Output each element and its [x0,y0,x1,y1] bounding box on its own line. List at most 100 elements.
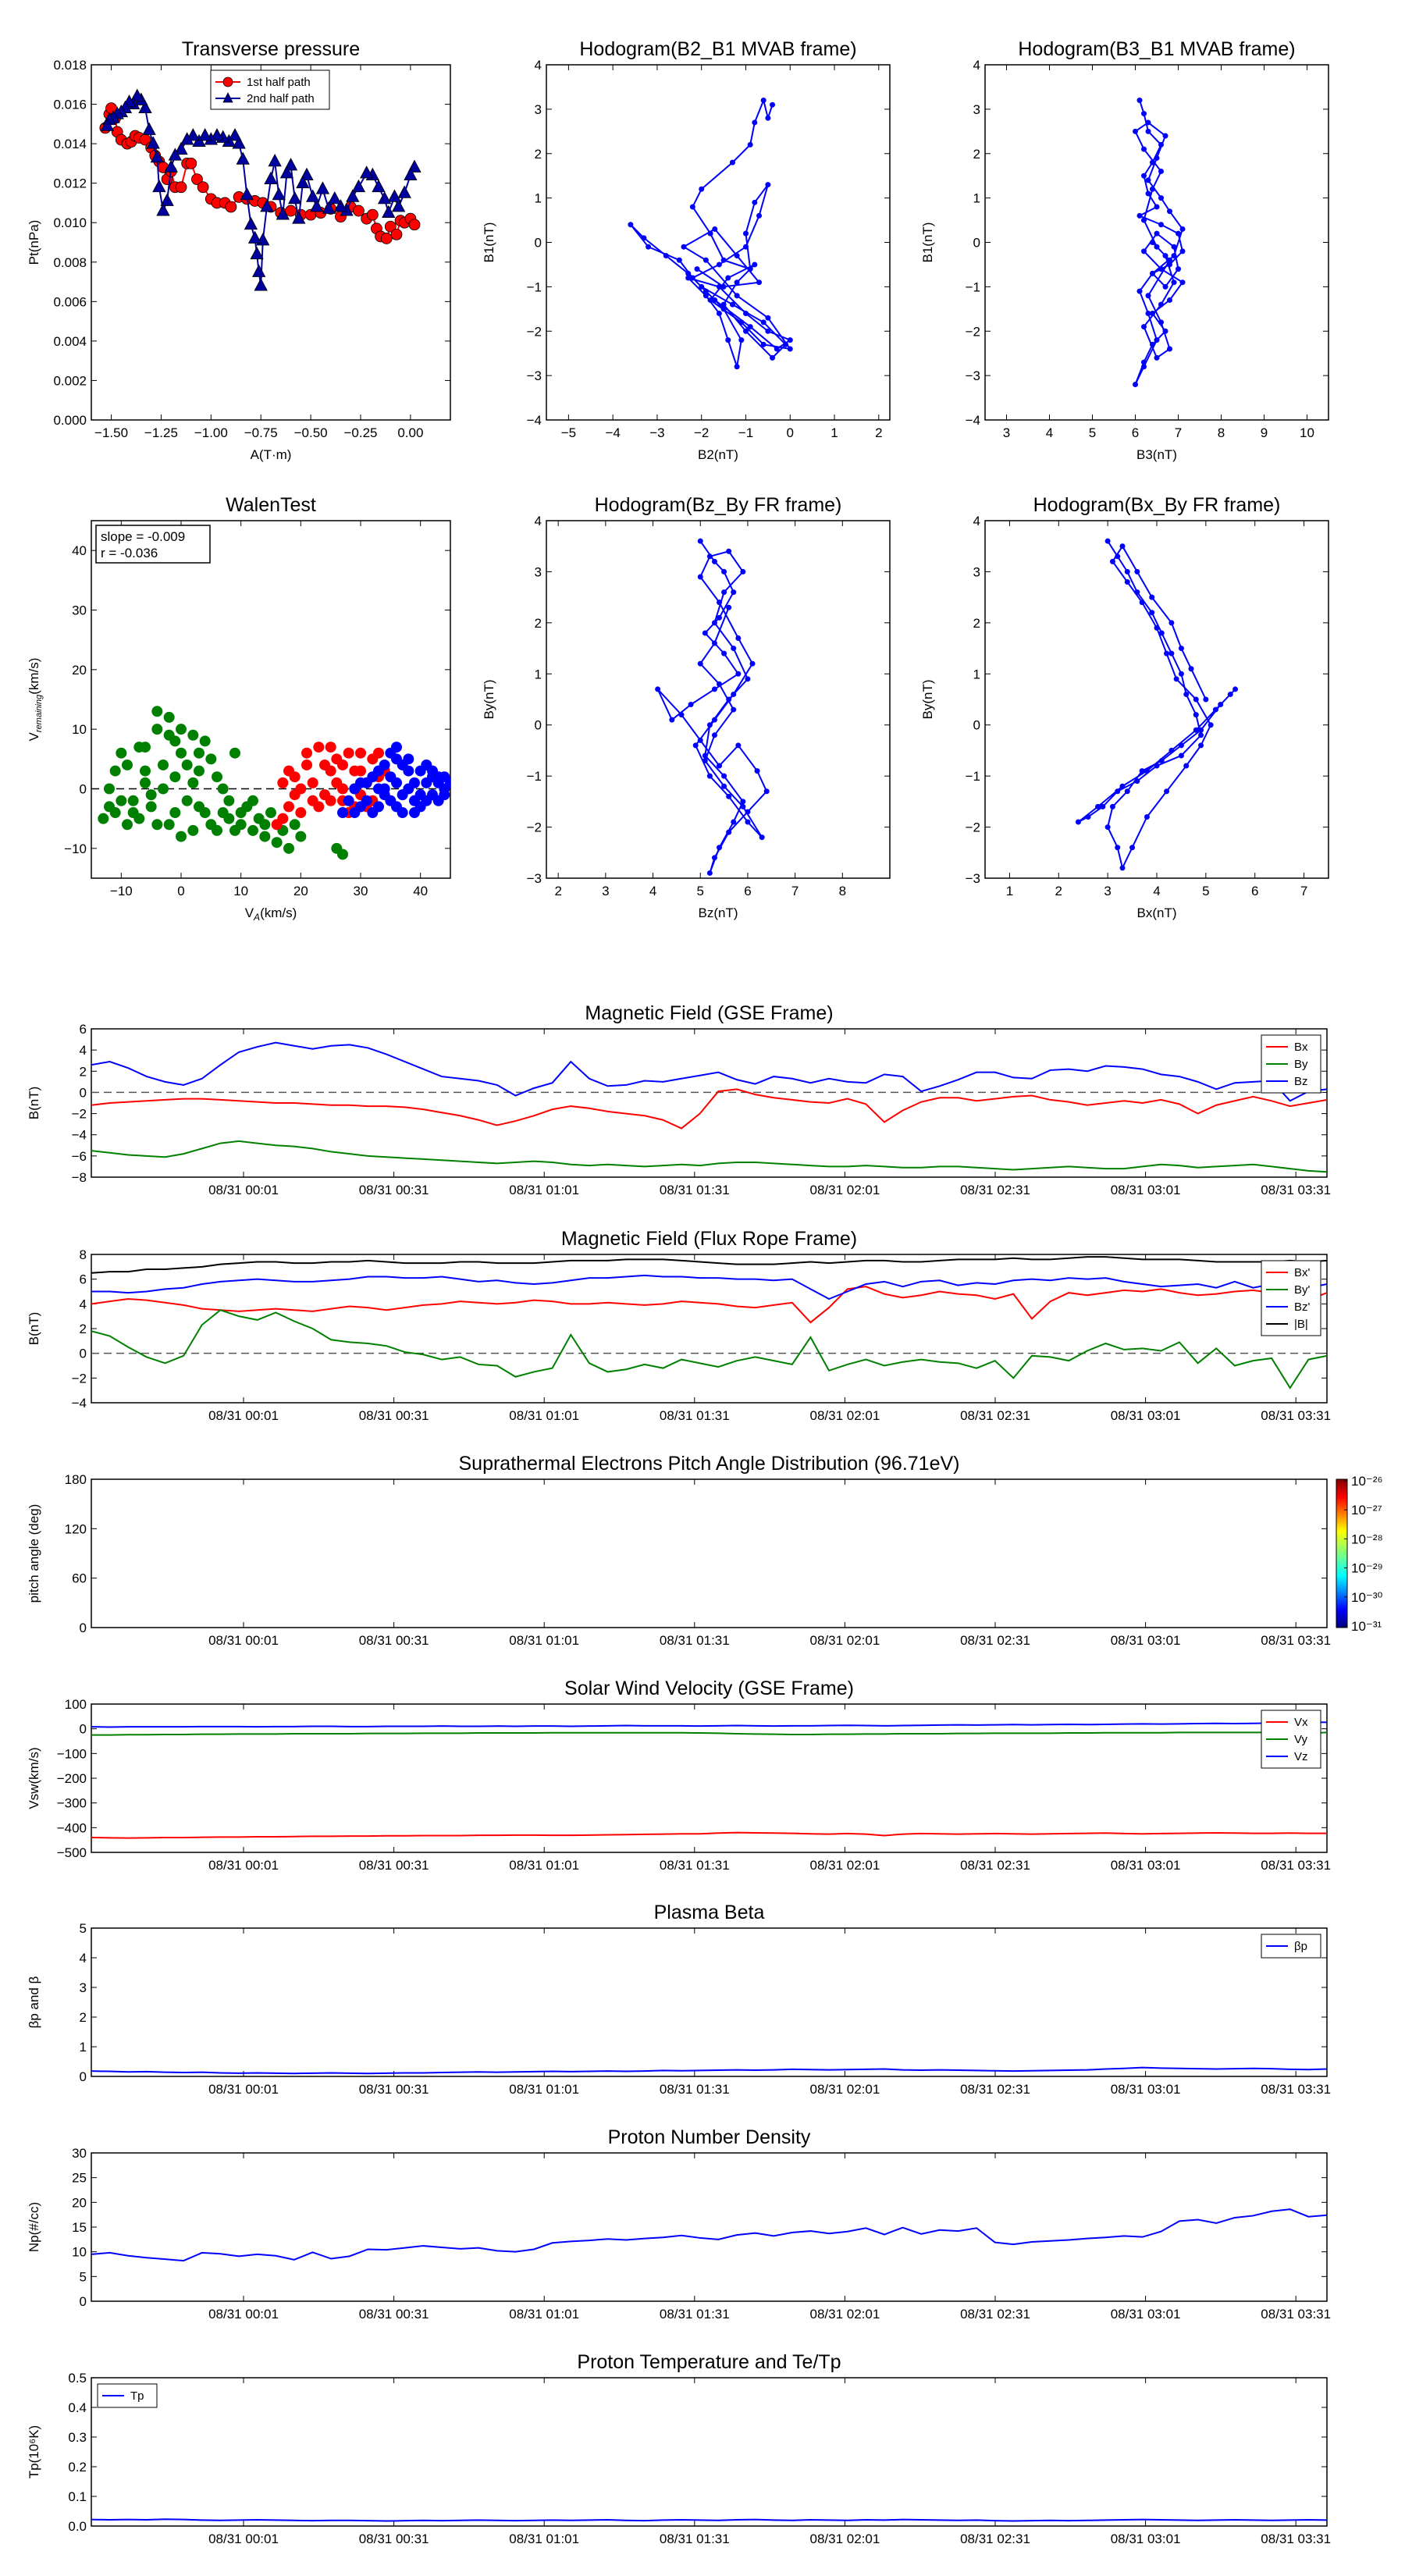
h1-point [760,341,767,347]
h4-point [1178,671,1184,677]
bgse-axes-frame [91,1028,1328,1178]
walen-point [145,801,157,813]
walen-point [140,765,151,777]
beta-time-tick-label: 08/31 02:01 [809,2082,880,2097]
h3-point [721,783,727,789]
h4-xtick-label: 3 [1104,884,1111,898]
pt-circle-marker [366,208,379,221]
h1-point [742,311,749,316]
h3-point [717,614,723,621]
h4-point [1178,646,1184,652]
h1-point [729,159,735,165]
walen-ytick-label: 10 [72,722,87,737]
bfr-ytick-label: 0 [80,1347,87,1361]
h2-point [1145,177,1151,183]
h4-ytick-label: 3 [973,564,980,579]
h4-ylabel: By(nT) [920,680,935,720]
hodogram-h3: Hodogram(Bz_By FR frame) −3 −2 −1 0 1 2 3 4 By(nT… [482,494,891,920]
bgse-ytick-label: 4 [80,1043,87,1058]
walen-point [391,742,402,753]
np-ytick-label: 0 [80,2294,87,2309]
pt-triangle-marker [372,179,386,193]
h4-point [1212,706,1218,713]
h4-trace [1077,540,1236,870]
h3-xtick-label: 4 [649,884,656,898]
h3-title: Hodogram(Bz_By FR frame) [595,494,842,516]
h3-point [711,732,717,738]
pt-circle-marker [390,228,403,240]
h1-ytick-label: −3 [527,368,542,383]
h4-point [1227,691,1233,697]
walen-point [116,747,127,759]
walen-point [205,753,217,765]
h1-ytick-label: 1 [535,191,542,206]
walen-point [421,795,432,806]
bgse-time-tick-label: 08/31 00:01 [208,1183,279,1197]
walen-point [301,759,312,770]
pt-xtick-label: −0.75 [244,425,278,440]
h3-point [702,758,708,764]
bgse-time-tick-label: 08/31 03:31 [1261,1183,1331,1197]
h2-xtick-label: 4 [1046,425,1053,440]
pad-time-tick-label: 08/31 00:01 [208,1633,279,1648]
walen-point [373,801,384,813]
pt-triangle-marker [333,199,348,212]
h3-point [745,676,751,682]
tp-time-tick-label: 08/31 03:01 [1111,2532,1181,2546]
walen-point [361,795,372,806]
h3-point [740,568,746,575]
walen-point [403,765,414,777]
bfr-time-tick-label: 08/31 01:31 [660,1408,730,1423]
h1-point [765,315,771,321]
h2-point [1154,204,1160,210]
walen-point [176,831,187,842]
h2-point [1145,119,1151,126]
vsw-title: Solar Wind Velocity (GSE Frame) [564,1678,854,1699]
walen-point [427,765,438,777]
h1-point [707,297,713,303]
timeseries-np: Proton Number Density 0 5 10 15 20 25 30 Np(#/cc… [27,2126,1331,2322]
walen-point [301,747,312,759]
h2-point [1136,288,1143,294]
h4-point [1208,722,1214,728]
pt-triangle-marker [387,189,402,202]
h4-point [1198,742,1204,749]
h1-point [702,288,709,294]
pad-ylabel: pitch angle (deg) [27,1504,41,1603]
pt-triangle-marker [310,199,324,212]
pt-triangle-marker [279,165,294,179]
h3-point [669,717,675,723]
h4-point [1124,568,1130,575]
h3-ytick-label: −1 [527,769,542,784]
bgse-legend-label: Bz [1294,1075,1308,1088]
walen-point [187,777,199,788]
h3-point [688,702,694,708]
walen-xtick-label: 10 [233,884,248,898]
bfr-title: Magnetic Field (Flux Rope Frame) [561,1228,857,1250]
h2-point [1154,230,1160,237]
pt-circle-marker [175,181,187,194]
walen-point [337,759,348,770]
walen-point [229,824,240,836]
bfr-time-tick-label: 08/31 03:01 [1111,1408,1181,1423]
h1-ytick-label: 0 [535,236,542,251]
pad-colorbar-label: 10⁻³⁰ [1351,1590,1383,1605]
tp-axes-frame [91,2377,1328,2527]
walen-point [235,807,247,819]
bgse-time-tick-label: 08/31 02:01 [809,1183,880,1197]
vsw-ytick-label: −100 [57,1746,87,1761]
walen-point [259,819,271,831]
h3-point [717,763,723,769]
h1-title: Hodogram(B2_B1 MVAB frame) [579,38,856,60]
h1-point [787,346,793,352]
walen-point [116,795,127,806]
pt-triangle-marker [404,167,418,180]
h3-point [697,737,703,743]
h2-point [1158,319,1164,326]
h1-ytick-label: −4 [527,413,542,428]
h4-point [1119,865,1126,871]
walen-point [367,771,379,783]
h1-point [716,311,722,316]
pt-triangle-marker [300,167,314,180]
h2-point [1167,297,1172,303]
